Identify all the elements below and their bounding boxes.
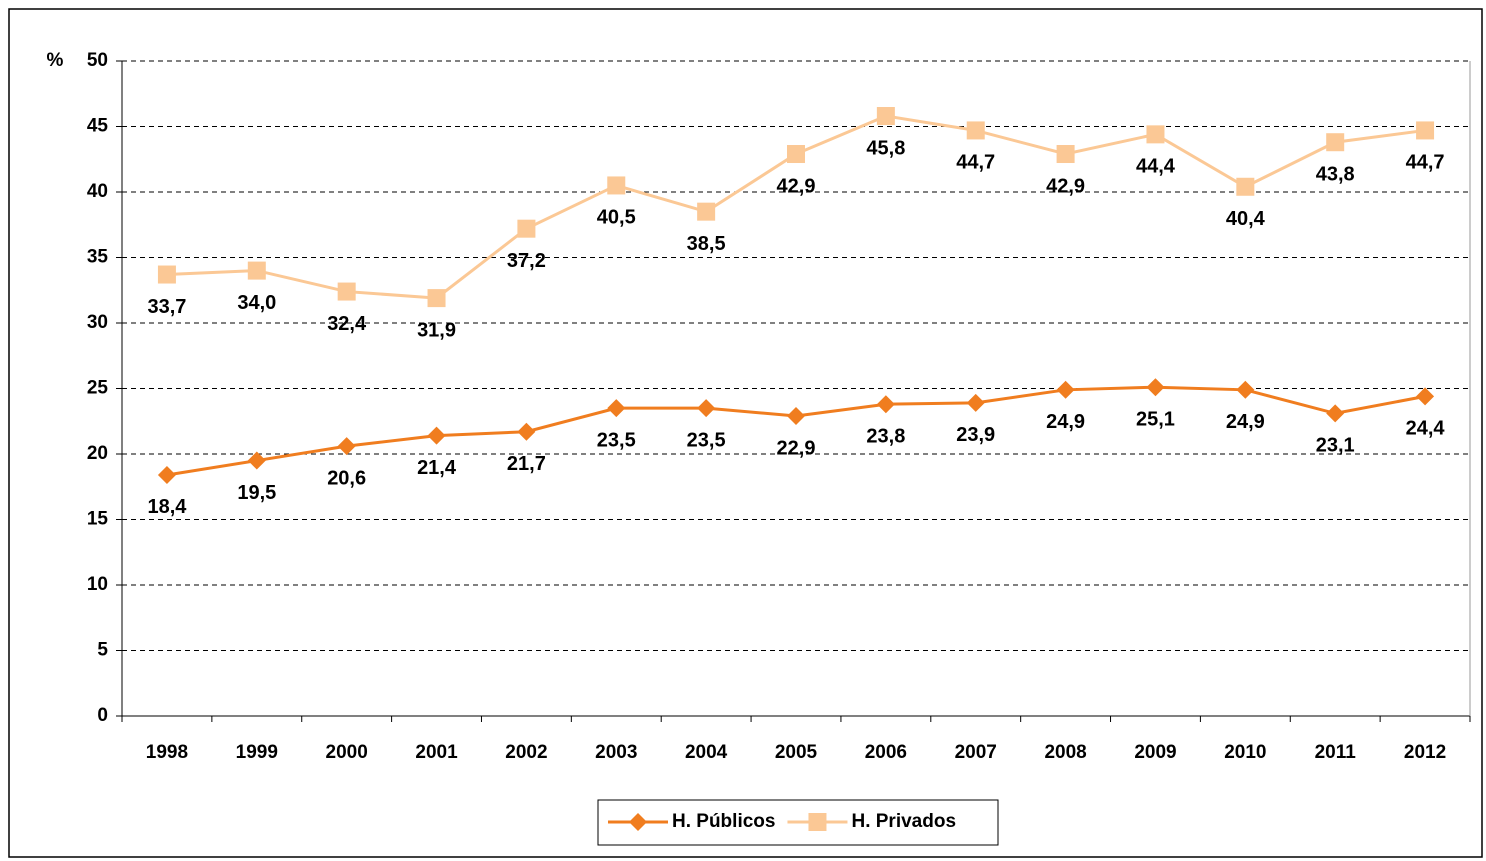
- y-tick-label: 15: [87, 509, 109, 530]
- data-label: 23,1: [1316, 435, 1355, 457]
- data-point: [1326, 404, 1345, 423]
- x-tick-label: 2012: [1404, 742, 1446, 763]
- data-label: 37,2: [507, 250, 546, 272]
- data-point: [157, 265, 176, 284]
- x-tick-label: 2004: [685, 742, 728, 763]
- data-point: [697, 399, 716, 418]
- data-label: 44,7: [1406, 152, 1445, 174]
- data-point: [1416, 121, 1435, 140]
- data-point: [1146, 378, 1165, 397]
- x-tick-label: 1998: [146, 742, 188, 763]
- y-tick-label: 50: [87, 50, 108, 71]
- legend-label: H. Públicos: [672, 811, 775, 832]
- data-label: 38,5: [687, 233, 726, 255]
- data-point: [697, 202, 716, 221]
- data-point: [1326, 133, 1345, 152]
- data-label: 18,4: [147, 496, 187, 518]
- data-label: 40,4: [1226, 208, 1266, 230]
- data-point: [1416, 387, 1435, 406]
- data-point: [1056, 145, 1075, 164]
- data-label: 24,4: [1406, 418, 1446, 440]
- x-tick-label: 2003: [595, 742, 637, 763]
- data-point: [427, 289, 446, 308]
- data-label: 24,9: [1046, 411, 1085, 433]
- x-tick-label: 2008: [1044, 742, 1086, 763]
- data-point: [247, 451, 266, 470]
- data-label: 44,7: [956, 152, 995, 174]
- data-label: 23,5: [597, 429, 636, 451]
- legend-marker: [808, 813, 827, 831]
- data-point: [157, 465, 176, 484]
- x-tick-label: 2006: [865, 742, 907, 763]
- data-label: 23,5: [687, 429, 726, 451]
- data-point: [607, 176, 626, 195]
- y-tick-label: 5: [97, 640, 108, 661]
- data-point: [787, 145, 805, 164]
- x-tick-label: 2005: [775, 742, 818, 763]
- data-label: 42,9: [777, 175, 816, 197]
- data-label: 40,5: [597, 207, 636, 229]
- data-label: 34,0: [237, 292, 276, 314]
- y-tick-label: 35: [87, 247, 109, 268]
- data-point: [427, 426, 446, 445]
- data-label: 42,9: [1046, 175, 1085, 197]
- data-label: 43,8: [1316, 164, 1355, 186]
- data-point: [607, 399, 626, 418]
- y-tick-label: 30: [87, 312, 108, 333]
- x-tick-label: 1999: [236, 742, 278, 763]
- x-tick-label: 2002: [505, 742, 547, 763]
- data-point: [337, 282, 356, 301]
- data-point: [876, 395, 895, 414]
- data-point: [876, 107, 895, 126]
- y-tick-label: 20: [87, 443, 108, 464]
- data-label: 45,8: [866, 137, 905, 159]
- data-label: 25,1: [1136, 408, 1175, 430]
- y-tick-label: 10: [87, 574, 108, 595]
- data-point: [1236, 177, 1255, 196]
- data-point: [1056, 380, 1075, 399]
- data-label: 32,4: [327, 313, 367, 335]
- data-point: [517, 219, 536, 238]
- x-tick-label: 2009: [1134, 742, 1176, 763]
- data-label: 23,9: [956, 424, 995, 446]
- data-point: [1146, 125, 1165, 144]
- data-point: [337, 437, 356, 456]
- data-label: 21,7: [507, 453, 546, 475]
- y-tick-label: 45: [87, 116, 109, 137]
- y-tick-label: 40: [87, 181, 108, 202]
- data-point: [787, 407, 805, 426]
- y-tick-label: 25: [87, 378, 109, 399]
- data-label: 21,4: [417, 457, 457, 479]
- legend-label: H. Privados: [851, 811, 956, 832]
- data-point: [966, 121, 985, 140]
- data-label: 20,6: [327, 467, 366, 489]
- data-label: 33,7: [147, 296, 186, 318]
- data-point: [966, 393, 985, 412]
- data-label: 44,4: [1136, 156, 1176, 178]
- data-point: [247, 261, 266, 280]
- y-axis-label: %: [47, 50, 64, 71]
- x-tick-label: 2000: [326, 742, 368, 763]
- data-point: [517, 422, 536, 441]
- data-label: 22,9: [777, 437, 816, 459]
- data-label: 31,9: [417, 319, 456, 341]
- x-tick-label: 2011: [1315, 742, 1357, 763]
- x-tick-label: 2007: [955, 742, 997, 763]
- y-tick-label: 0: [97, 705, 108, 726]
- x-tick-label: 2010: [1224, 742, 1266, 763]
- data-label: 19,5: [237, 482, 276, 504]
- data-label: 24,9: [1226, 411, 1265, 433]
- legend-marker: [629, 813, 647, 831]
- x-tick-label: 2001: [415, 742, 458, 763]
- data-point: [1236, 380, 1255, 399]
- data-label: 23,8: [866, 426, 905, 448]
